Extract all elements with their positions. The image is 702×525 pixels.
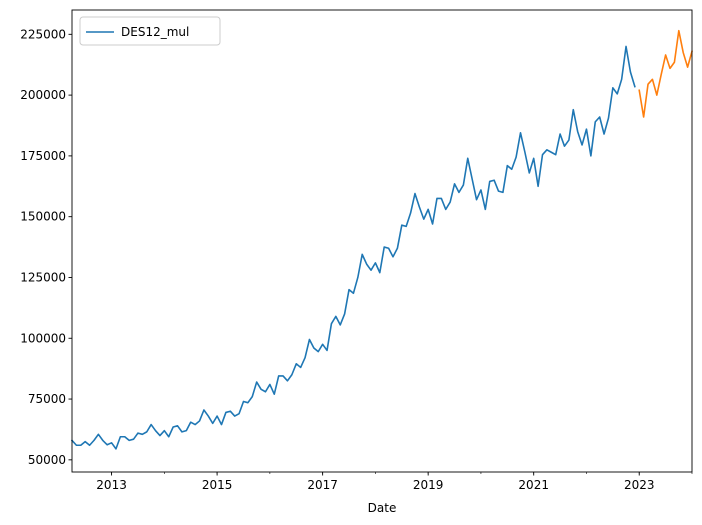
x-tick-label: 2019 <box>413 478 444 492</box>
y-tick-label: 175000 <box>20 149 66 163</box>
legend-box <box>79 16 221 46</box>
series-layer <box>70 29 693 450</box>
y-tick-label: 125000 <box>20 270 66 284</box>
y-tick-label: 225000 <box>20 27 66 41</box>
legend-label: DES12_mul <box>121 25 189 39</box>
x-tick-label: 2013 <box>96 478 127 492</box>
x-tick-label: 2015 <box>202 478 233 492</box>
y-tick-label: 150000 <box>20 210 66 224</box>
x-axis-title: Date <box>368 501 397 515</box>
x-tick-label: 2023 <box>624 478 655 492</box>
series-line-2 <box>638 29 693 118</box>
series-line-1 <box>70 45 636 450</box>
x-tick-label: 2021 <box>518 478 549 492</box>
x-tick-label: 2017 <box>307 478 338 492</box>
y-tick-label: 75000 <box>28 392 66 406</box>
y-tick-label: 100000 <box>20 331 66 345</box>
legend: DES12_mul <box>79 16 221 46</box>
y-tick-label: 200000 <box>20 88 66 102</box>
plot-frame <box>71 9 693 473</box>
y-tick-label: 50000 <box>28 453 66 467</box>
tick-layer: 50000 75000 100000 125000 150000 175000 200000… <box>20 27 693 492</box>
